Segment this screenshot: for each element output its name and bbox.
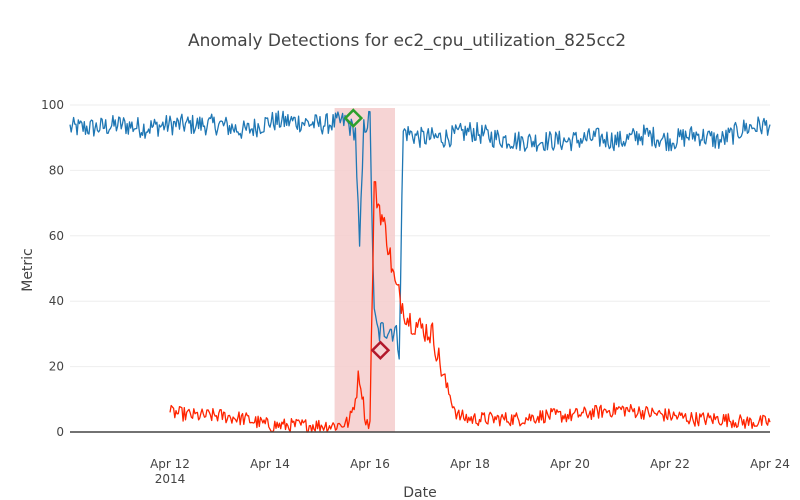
- x-tick-label: Apr 14: [250, 457, 290, 471]
- x-tick-label: Apr 24: [750, 457, 790, 471]
- y-tick-label: 100: [41, 98, 64, 112]
- series-line-1: [69, 110, 771, 360]
- anomaly-marker: [370, 340, 391, 361]
- series-line-2: [169, 181, 771, 433]
- x-tick-sublabel: 2014: [155, 472, 186, 486]
- y-tick-label: 0: [56, 425, 64, 439]
- y-tick-label: 60: [49, 229, 64, 243]
- x-axis-title: Date: [403, 485, 436, 500]
- y-tick-label: 40: [49, 294, 64, 308]
- y-tick-label: 20: [49, 360, 64, 374]
- chart-title: Anomaly Detections for ec2_cpu_utilizati…: [188, 31, 626, 51]
- x-tick-label: Apr 18: [450, 457, 490, 471]
- x-tick-label: Apr 20: [550, 457, 590, 471]
- x-tick-label: Apr 16: [350, 457, 390, 471]
- x-tick-label: Apr 12: [150, 457, 190, 471]
- x-tick-label: Apr 22: [650, 457, 690, 471]
- y-axis-title: Metric: [20, 248, 36, 292]
- y-tick-label: 80: [49, 163, 64, 177]
- anomaly-marker: [343, 108, 364, 128]
- anomaly-window: [334, 108, 395, 432]
